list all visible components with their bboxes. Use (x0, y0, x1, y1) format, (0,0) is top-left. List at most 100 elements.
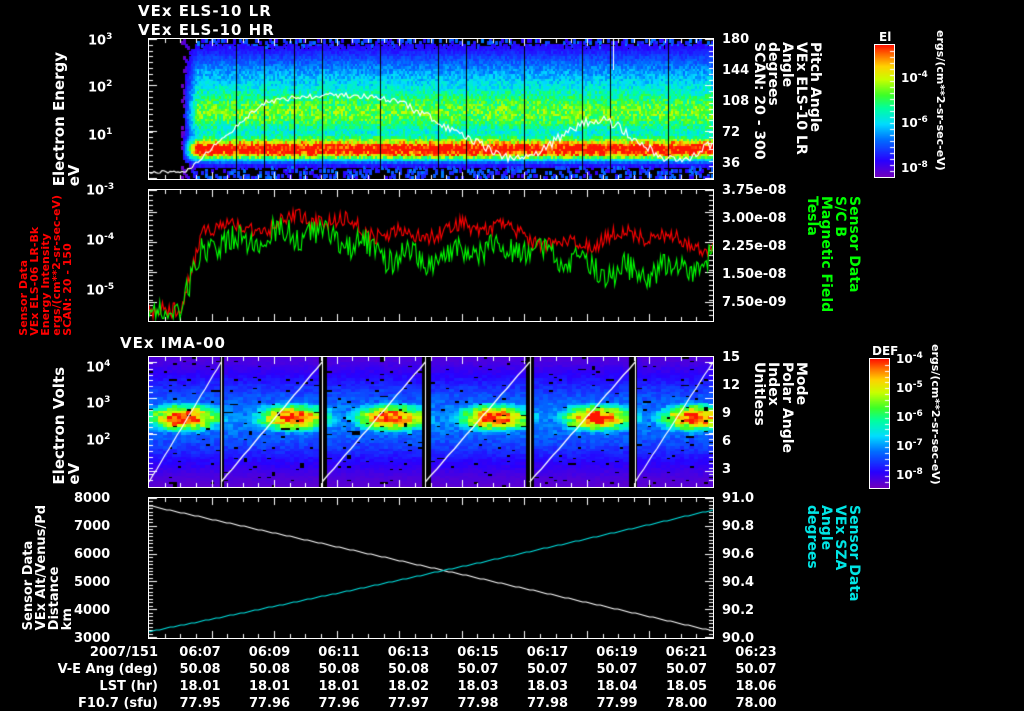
panel1-ytick-right-2: 108 (722, 94, 750, 109)
bottom-cell-r2-c6: 18.04 (596, 679, 638, 694)
panel4-ytick-right-4: 90.2 (722, 603, 755, 618)
bottom-cell-r0-c4: 06:15 (457, 645, 499, 660)
bottom-row-label-3: F10.7 (sfu) (77, 696, 158, 711)
panel4-ytick-right-0: 91.0 (722, 491, 755, 506)
panel1-colorbar-unit: ergs/(cm**2-sr-sec-eV) (934, 30, 947, 171)
panel2-ytick-right-3: 1.50e-08 (722, 267, 787, 282)
panel1-title-line1: VEx ELS-10 LR (138, 2, 272, 20)
bottom-row-label-1: V-E Ang (deg) (57, 662, 158, 677)
panel4-ytick-right-5: 90.0 (722, 631, 755, 646)
bottom-row-label-0: 2007/151 (89, 645, 158, 660)
panel1-colorbar (874, 44, 895, 178)
bottom-cell-r3-c6: 77.99 (596, 696, 638, 711)
bottom-cell-r3-c4: 77.98 (457, 696, 499, 711)
panel4-ytick-right-2: 90.6 (722, 547, 755, 562)
bottom-cell-r0-c6: 06:19 (596, 645, 638, 660)
panel1-ytick-2: 101 (88, 127, 113, 144)
bottom-cell-r2-c8: 18.06 (735, 679, 777, 694)
bottom-cell-r3-c1: 77.96 (248, 696, 291, 711)
panel2-intensity-magfield-plot[interactable] (148, 189, 714, 322)
panel4-ytick-2: 6000 (74, 547, 111, 562)
panel1-ytick-1: 102 (88, 79, 113, 96)
panel3-ytick-right-3: 6 (722, 434, 732, 449)
panel1-title-line2: VEx ELS-10 HR (138, 21, 275, 39)
bottom-cell-r2-c2: 18.01 (318, 679, 360, 694)
bottom-cell-r1-c3: 50.08 (387, 662, 430, 677)
panel4-left-axis-label: Sensor Data VEx Alt/Venus/Pd Distance km (21, 505, 75, 631)
bottom-cell-r3-c8: 78.00 (735, 696, 777, 711)
panel3-colorbar-tick-2: 10-6 (896, 409, 923, 424)
bottom-cell-r3-c7: 78.00 (665, 696, 708, 711)
bottom-cell-r2-c7: 18.05 (665, 679, 708, 694)
bottom-cell-r1-c8: 50.07 (735, 662, 777, 677)
bottom-cell-r3-c2: 77.96 (318, 696, 360, 711)
panel3-colorbar (869, 358, 890, 489)
panel2-ytick-right-0: 3.75e-08 (722, 183, 787, 198)
panel4-ytick-right-3: 90.4 (722, 575, 755, 590)
panel4-ytick-1: 7000 (74, 519, 111, 534)
panel2-ytick-2: 10-5 (86, 282, 115, 299)
bottom-cell-r3-c0: 77.95 (179, 696, 221, 711)
panel2-ytick-right-2: 2.25e-08 (722, 239, 787, 254)
panel1-ytick-right-4: 36 (722, 156, 741, 171)
panel1-ytick-right-1: 144 (722, 63, 750, 78)
panel3-colorbar-tick-0: 10-4 (896, 351, 923, 366)
bottom-cell-r2-c0: 18.01 (179, 679, 221, 694)
panel1-electron-energy-spectrogram[interactable] (148, 38, 714, 180)
bottom-cell-r1-c4: 50.07 (457, 662, 499, 677)
panel3-ytick-1: 103 (86, 395, 111, 412)
panel3-ytick-0: 104 (86, 359, 111, 376)
panel4-ytick-3: 5000 (74, 575, 111, 590)
panel4-ytick-0: 8000 (74, 491, 111, 506)
bottom-cell-r1-c5: 50.07 (526, 662, 569, 677)
panel3-colorbar-tick-1: 10-5 (896, 380, 923, 395)
panel1-colorbar-tick-1: 10-6 (901, 115, 928, 130)
bottom-cell-r1-c2: 50.08 (318, 662, 360, 677)
bottom-cell-r2-c5: 18.03 (526, 679, 569, 694)
bottom-cell-r1-c0: 50.08 (179, 662, 221, 677)
panel3-colorbar-tick-4: 10-8 (896, 467, 923, 482)
panel1-colorbar-tick-2: 10-8 (901, 160, 928, 175)
panel1-left-axis-label: Electron Energy eV (50, 52, 83, 187)
panel2-right-axis-label: Sensor Data S/C B Magnetic Field Tesla (804, 196, 862, 313)
bottom-cell-r0-c1: 06:09 (248, 645, 291, 660)
panel2-ytick-right-1: 3.00e-08 (722, 211, 787, 226)
panel3-ytick-right-0: 15 (722, 350, 741, 365)
panel4-altitude-sza-plot[interactable] (148, 497, 714, 639)
panel3-ytick-2: 102 (86, 432, 111, 449)
bottom-cell-r0-c7: 06:21 (665, 645, 708, 660)
bottom-cell-r0-c0: 06:07 (179, 645, 221, 660)
bottom-cell-r3-c5: 77.98 (526, 696, 569, 711)
panel4-ytick-right-1: 90.8 (722, 519, 755, 534)
panel1-ytick-right-0: 180 (722, 32, 750, 47)
bottom-cell-r1-c6: 50.07 (596, 662, 638, 677)
panel3-colorbar-unit: ergs/(cm**2-sr-sec-eV) (929, 344, 942, 485)
bottom-row-label-2: LST (hr) (99, 679, 158, 694)
panel4-ytick-4: 4000 (74, 603, 111, 618)
panel3-ion-spectrogram[interactable] (148, 356, 714, 488)
bottom-cell-r0-c3: 06:13 (387, 645, 430, 660)
panel3-right-axis-label: Mode Polar Angle Index Unitless (751, 362, 809, 454)
panel1-ytick-right-3: 72 (722, 125, 741, 140)
bottom-cell-r1-c7: 50.07 (665, 662, 708, 677)
panel2-ytick-0: 10-3 (86, 182, 115, 199)
panel3-colorbar-tick-3: 10-7 (896, 438, 923, 453)
panel2-ytick-right-4: 7.50e-09 (722, 295, 787, 310)
panel2-left-axis-label: Sensor Data VEx ELS-06 LR-Bk Energy Inte… (17, 195, 74, 336)
panel4-ytick-5: 3000 (74, 631, 111, 646)
bottom-cell-r0-c5: 06:17 (526, 645, 569, 660)
bottom-cell-r2-c4: 18.03 (457, 679, 499, 694)
panel3-ytick-right-1: 12 (722, 378, 741, 393)
panel3-colorbar-label: DEF (872, 344, 899, 358)
bottom-cell-r1-c1: 50.08 (248, 662, 291, 677)
panel1-colorbar-label: El (879, 30, 892, 44)
panel3-left-axis-label: Electron Volts eV (50, 367, 83, 485)
panel3-ytick-right-2: 9 (722, 406, 732, 421)
panel2-ytick-1: 10-4 (86, 232, 115, 249)
bottom-cell-r0-c8: 06:23 (735, 645, 777, 660)
bottom-cell-r2-c3: 18.02 (387, 679, 430, 694)
panel1-colorbar-tick-0: 10-4 (901, 70, 928, 85)
bottom-cell-r2-c1: 18.01 (248, 679, 291, 694)
bottom-cell-r3-c3: 77.97 (387, 696, 430, 711)
